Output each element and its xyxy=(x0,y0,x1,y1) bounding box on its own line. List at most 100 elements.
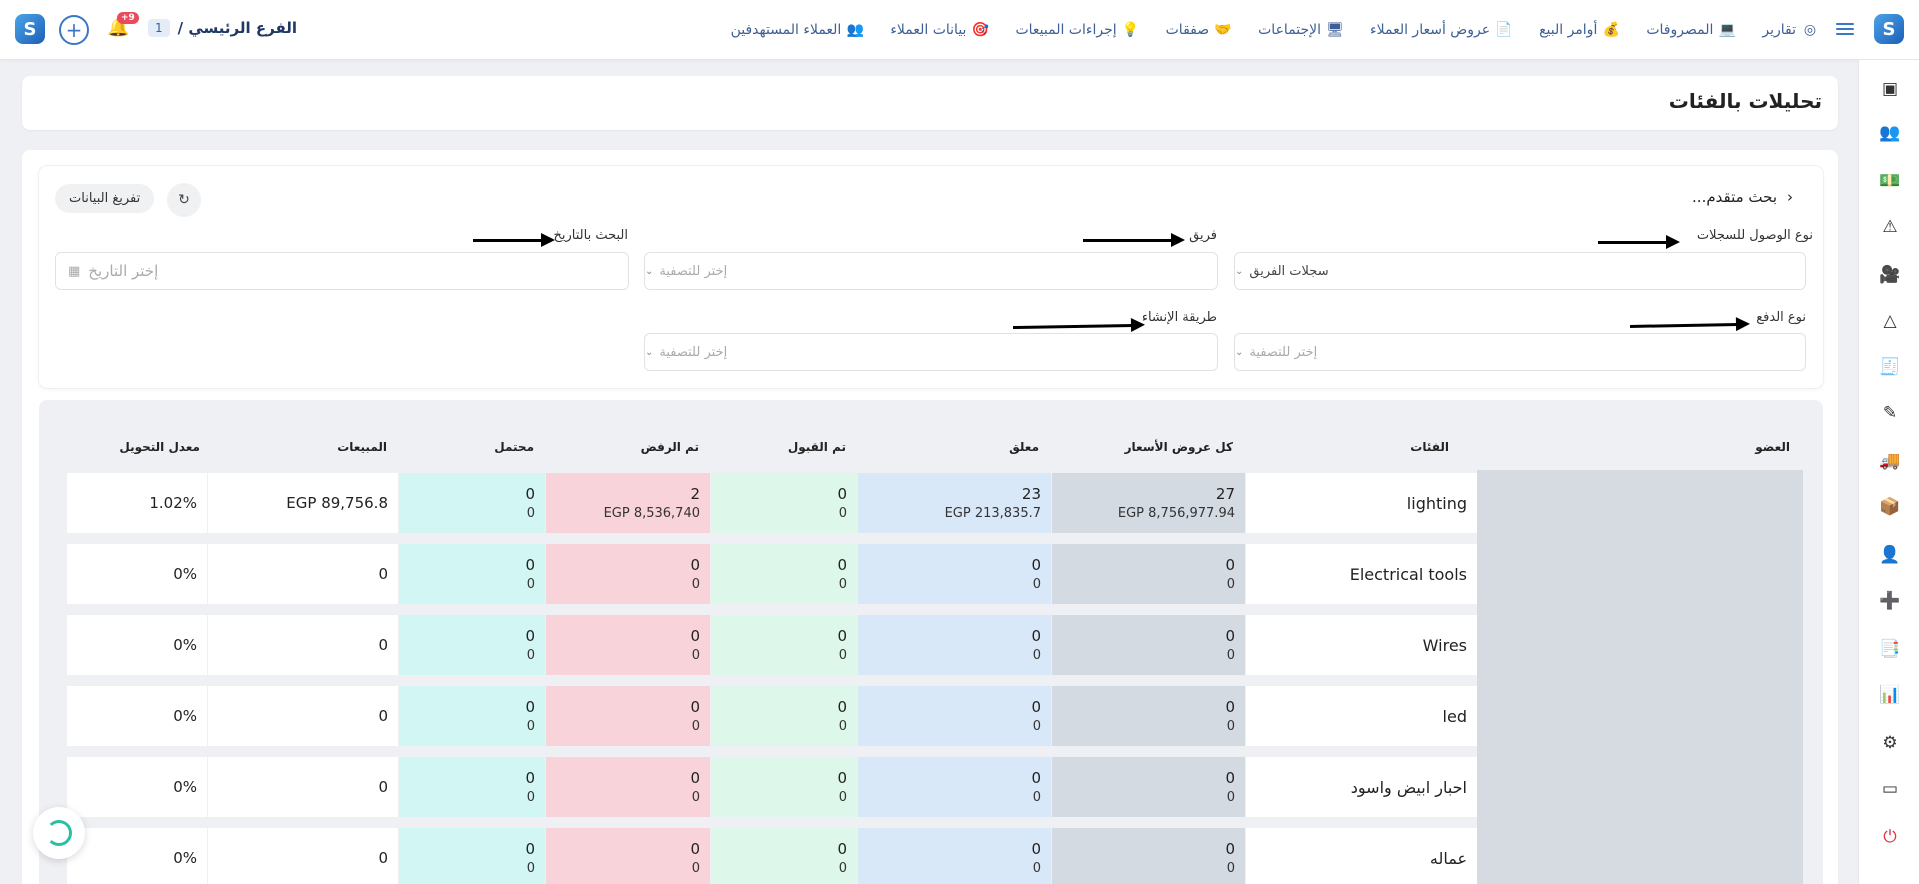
cell-value: 0 xyxy=(837,698,847,716)
meetings-icon: 🖥 xyxy=(1326,22,1344,38)
creation-method-select[interactable]: إختر للتصفية ⌄ xyxy=(644,333,1218,371)
nav-item[interactable]: 💡 إجراءات المبيعات xyxy=(1015,21,1139,39)
cell-value: lighting xyxy=(1406,493,1467,513)
access-type-value: سجلات الفريق xyxy=(1249,263,1329,279)
annotation-arrow xyxy=(1083,233,1185,247)
video-icon[interactable]: 🎥 xyxy=(1879,265,1901,285)
power-icon[interactable]: ⏻ xyxy=(1883,827,1897,847)
cell-value: 0 xyxy=(378,849,388,867)
refresh-button[interactable]: ↻ xyxy=(167,183,201,217)
nav-item[interactable]: 🎯 بيانات العملاء xyxy=(890,21,989,39)
settings-icon[interactable]: ⚙ xyxy=(1882,733,1898,753)
nav-item[interactable]: 🤝 صفقات xyxy=(1166,21,1233,39)
box-icon[interactable]: 📦 xyxy=(1879,497,1901,517)
payment-type-select[interactable]: إختر للتصفية ⌄ xyxy=(1234,333,1806,371)
date-input[interactable]: ▦ إختر التاريخ xyxy=(55,252,629,290)
cell-amount: 0 xyxy=(838,861,847,876)
nav-item[interactable]: 📄 عروض أسعار العملاء xyxy=(1370,21,1513,39)
page-title-card: تحليلات بالفئات xyxy=(22,76,1838,130)
monitor-icon[interactable]: ▭ xyxy=(1881,779,1899,799)
refresh-icon: ↻ xyxy=(178,192,190,208)
invoice-icon[interactable]: 🧾 xyxy=(1879,357,1901,377)
pyramid-icon[interactable]: △ xyxy=(1883,311,1897,331)
analytics-icon[interactable]: 📊 xyxy=(1879,685,1901,705)
branch-selector[interactable]: الفرع الرئيسي / 1 xyxy=(148,19,297,37)
target-customers-icon: 👥 xyxy=(846,22,865,38)
cell-conversion: 0% xyxy=(67,757,207,817)
notifications-button[interactable]: 🔔 +9 xyxy=(107,12,139,41)
cell-amount: EGP 213,835.7 xyxy=(944,506,1041,521)
cell-value: 0 xyxy=(837,627,847,645)
warning-icon[interactable]: ⚠ xyxy=(1882,217,1898,237)
branch-name: الفرع الرئيسي / xyxy=(177,19,298,37)
cell-value: EGP 89,756.8 xyxy=(286,494,388,512)
add-report-icon[interactable]: ➕ xyxy=(1879,591,1901,611)
team-placeholder: إختر للتصفية xyxy=(659,263,728,279)
cell-value: 0 xyxy=(1031,840,1041,858)
cell-conversion: 0% xyxy=(67,686,207,746)
nav-item[interactable]: 👥 العملاء المستهدفين xyxy=(731,21,865,39)
add-button[interactable]: + xyxy=(59,15,89,45)
access-type-select[interactable]: سجلات الفريق ⌄ xyxy=(1234,252,1806,290)
nav-item-label: إجراءات المبيعات xyxy=(1015,22,1117,38)
cell-pending: 23 EGP 213,835.7 xyxy=(858,473,1051,533)
cell-amount: 0 xyxy=(526,790,535,805)
date-search-label: البحث بالتاريخ xyxy=(553,228,629,243)
cell-amount: 0 xyxy=(838,719,847,734)
col-header-member: العضو xyxy=(1755,440,1790,454)
advanced-search-toggle[interactable]: ‹ بحث متقدم... xyxy=(1692,188,1793,206)
users-group-icon[interactable]: 👥 xyxy=(1879,123,1901,143)
user-settings-icon[interactable]: 👤 xyxy=(1879,545,1901,565)
sidebar: ▣ 👥 💵 ⚠ 🎥 △ 🧾 ✎ 🚚 📦 👤 ➕ 📑 📊 ⚙ ▭ ⏻ xyxy=(1858,60,1919,884)
cell-amount: 0 xyxy=(526,719,535,734)
app-logo-secondary[interactable]: S xyxy=(15,14,45,44)
nav-item[interactable]: 💻 المصروفات xyxy=(1646,21,1736,39)
pen-icon[interactable]: ✎ xyxy=(1882,403,1898,423)
cell-amount: 0 xyxy=(691,790,700,805)
cell-amount: 0 xyxy=(1226,861,1235,876)
cell-value: Electrical tools xyxy=(1349,564,1467,584)
cell-rejected: 2 EGP 8,536,740 xyxy=(546,473,710,533)
team-select[interactable]: إختر للتصفية ⌄ xyxy=(644,252,1218,290)
cell-category: احبار ابيض واسود xyxy=(1246,757,1477,817)
col-header-rejected: تم الرفض xyxy=(640,440,699,454)
chevron-down-icon: ⌄ xyxy=(645,265,654,277)
cards-icon[interactable]: ▣ xyxy=(1881,79,1899,99)
app-logo[interactable]: S xyxy=(1874,14,1904,44)
access-type-label: نوع الوصول للسجلات xyxy=(1696,228,1813,243)
cell-category: Wires xyxy=(1246,615,1477,675)
nav-item[interactable]: 💰 أوامر البيع xyxy=(1539,21,1620,39)
cell-value: 0 xyxy=(837,769,847,787)
reports-icon: ◎ xyxy=(1803,22,1817,38)
money-icon[interactable]: 💵 xyxy=(1879,171,1901,191)
cell-amount: 0 xyxy=(1226,648,1235,663)
clear-data-button[interactable]: تفريغ البيانات xyxy=(55,184,155,213)
cell-value: 0% xyxy=(173,778,197,796)
menu-toggle-icon[interactable] xyxy=(1836,20,1854,38)
sales-orders-icon: 💰 xyxy=(1602,22,1621,38)
truck-icon[interactable]: 🚚 xyxy=(1879,451,1901,471)
document-hand-icon[interactable]: 📑 xyxy=(1879,639,1901,659)
cell-value: 0 xyxy=(525,698,535,716)
nav-item[interactable]: ◎ تقارير xyxy=(1762,21,1819,39)
cell-sales: 0 xyxy=(208,828,398,884)
chevron-down-icon: ⌄ xyxy=(1235,265,1244,277)
notification-count: +9 xyxy=(117,12,139,24)
nav-item[interactable]: 🖥 الإجتماعات xyxy=(1258,21,1344,39)
nav-item-label: عروض أسعار العملاء xyxy=(1370,22,1491,38)
cell-value: 0 xyxy=(690,840,700,858)
cell-value: 0 xyxy=(525,840,535,858)
loading-indicator[interactable] xyxy=(33,807,85,859)
